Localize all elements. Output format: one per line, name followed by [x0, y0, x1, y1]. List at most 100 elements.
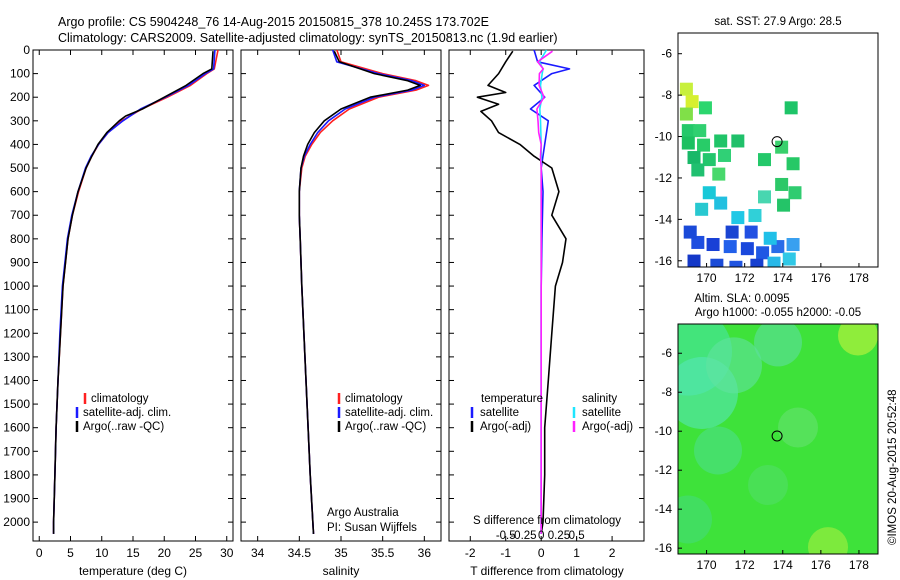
legend-label-argo-t: Argo(-adj) — [480, 421, 531, 433]
sst-map-title: sat. SST: 27.9 Argo: 28.5 — [714, 16, 841, 28]
difference-panel — [448, 49, 645, 542]
top-x-tick-label: -0.25 — [510, 530, 536, 542]
y-tick-label: -12 — [655, 171, 673, 185]
y-tick-label: 900 — [10, 255, 30, 269]
title-line-2: Climatology: CARS2009. Satellite-adjuste… — [58, 31, 558, 45]
sst-pixel — [681, 124, 695, 138]
x-tick-label: 20 — [158, 546, 172, 560]
sst-pixel — [786, 238, 800, 252]
sst-pixel — [693, 124, 707, 138]
differences-plot: -2 -1 0 1 2 — [449, 49, 644, 560]
sst-pixel — [687, 254, 701, 267]
sla-map-title: Altim. SLA: 0.0095 — [694, 293, 789, 305]
sst-pixel — [788, 186, 802, 200]
sst-pixel — [777, 198, 791, 212]
legend-label-argo: Argo(..raw -QC) — [83, 421, 164, 433]
y-tick-label: 1500 — [3, 397, 30, 411]
x-tick-label: 25 — [189, 546, 203, 560]
x-tick-label: 170 — [697, 558, 717, 572]
y-tick-label: -8 — [661, 385, 672, 399]
sst-pixel — [679, 82, 693, 96]
y-tick-label: 400 — [10, 137, 30, 151]
x-tick-label: 0 — [538, 546, 545, 560]
map-field — [678, 324, 878, 554]
sst-pixel — [744, 225, 758, 239]
sst-map: 170 172 174 176 178 -6 -8 -10 -12 -14 -16 — [655, 32, 879, 285]
sst-pixel — [750, 258, 764, 267]
top-x-tick-label: 0.5 — [569, 530, 585, 542]
y-tick-label: 2000 — [3, 515, 30, 529]
y-tick-label: 1600 — [3, 421, 30, 435]
x-tick-label: 170 — [697, 271, 717, 285]
x-tick-label: 35.5 — [371, 546, 395, 560]
sla-anomaly-patch — [808, 527, 848, 554]
credit-line-2: PI: Susan Wijffels — [327, 522, 417, 534]
sla-anomaly-patch — [778, 407, 818, 448]
sst-pixel — [731, 134, 745, 148]
sst-pixel — [767, 256, 781, 267]
legend-title-salinity: salinity — [582, 393, 617, 405]
x-tick-label: 30 — [220, 546, 234, 560]
y-tick-label: -16 — [655, 541, 673, 555]
sst-pixel — [758, 190, 771, 204]
x-tick-label: 2 — [609, 546, 616, 560]
sst-pixel — [758, 153, 771, 167]
x-tick-label: 172 — [735, 558, 755, 572]
y-tick-label: 200 — [10, 90, 30, 104]
legend-label-satellite-t: satellite — [480, 407, 519, 419]
legend-label-satellite: satellite-adj. clim. — [345, 407, 433, 419]
y-tick-label: 600 — [10, 185, 30, 199]
temperature-plot: 0 5 10 15 20 25 300100200300400500600700800900… — [3, 43, 233, 560]
plot-content: 0 5 10 15 20 25 300100200300400500600700800900… — [3, 32, 879, 572]
series-line-3 — [536, 50, 553, 534]
temperature-panel — [32, 49, 234, 542]
argo-float-marker — [771, 136, 783, 148]
sst-pixel — [784, 101, 798, 115]
sst-pixel — [775, 140, 789, 154]
y-tick-label: -6 — [661, 346, 672, 360]
y-tick-label: 0 — [23, 43, 30, 57]
y-tick-label: -14 — [655, 502, 673, 516]
y-tick-label: -16 — [655, 254, 673, 268]
sla-anomaly-patch — [754, 324, 802, 367]
sla-anomaly-patch — [694, 426, 742, 475]
sla-map: 170 172 174 176 178 -6 -8 -10 -12 -14 -16 — [655, 323, 879, 572]
sst-pixel — [687, 151, 701, 165]
temperature-legend: climatology satellite-adj. clim. Argo(..… — [75, 393, 171, 433]
sst-pixel — [702, 186, 716, 200]
sst-pixel — [706, 238, 720, 252]
sst-pixel — [723, 240, 737, 254]
x-tick-label: 36 — [418, 546, 432, 560]
sst-pixel — [698, 101, 712, 115]
legend-label-climatology: climatology — [91, 393, 149, 405]
y-tick-label: -10 — [655, 130, 673, 144]
sst-pixel — [710, 258, 724, 267]
credit-line-1: Argo Australia — [327, 507, 399, 519]
sst-pixel — [714, 196, 728, 210]
sst-pixel — [679, 107, 693, 121]
sst-pixel — [681, 136, 695, 150]
x-tick-label: 5 — [67, 546, 74, 560]
x-tick-label: 178 — [849, 271, 869, 285]
legend-label-climatology: climatology — [345, 393, 403, 405]
x-tick-label: 176 — [811, 558, 831, 572]
difference-legend: temperature salinity satellite Argo(-adj… — [470, 393, 633, 527]
salinity-x-label: salinity — [323, 564, 360, 578]
top-x-tick-label: 0.25 — [548, 530, 570, 542]
map-frame — [677, 323, 879, 555]
top-x-tick-label: -0.5 — [496, 530, 516, 542]
x-tick-label: 174 — [773, 558, 793, 572]
salinity-panel — [240, 49, 442, 542]
sst-pixel — [697, 138, 711, 152]
y-tick-label: -14 — [655, 212, 673, 226]
sst-pixel — [691, 163, 705, 177]
sst-pixel — [782, 252, 796, 266]
y-tick-label: 700 — [10, 208, 30, 222]
sst-pixel — [712, 167, 726, 181]
sst-pixel — [786, 157, 800, 171]
sst-pixel — [691, 235, 705, 249]
sst-pixel — [695, 202, 709, 216]
y-tick-label: 1200 — [3, 326, 30, 340]
y-tick-label: -6 — [661, 47, 672, 61]
legend-title-temperature: temperature — [481, 393, 543, 405]
